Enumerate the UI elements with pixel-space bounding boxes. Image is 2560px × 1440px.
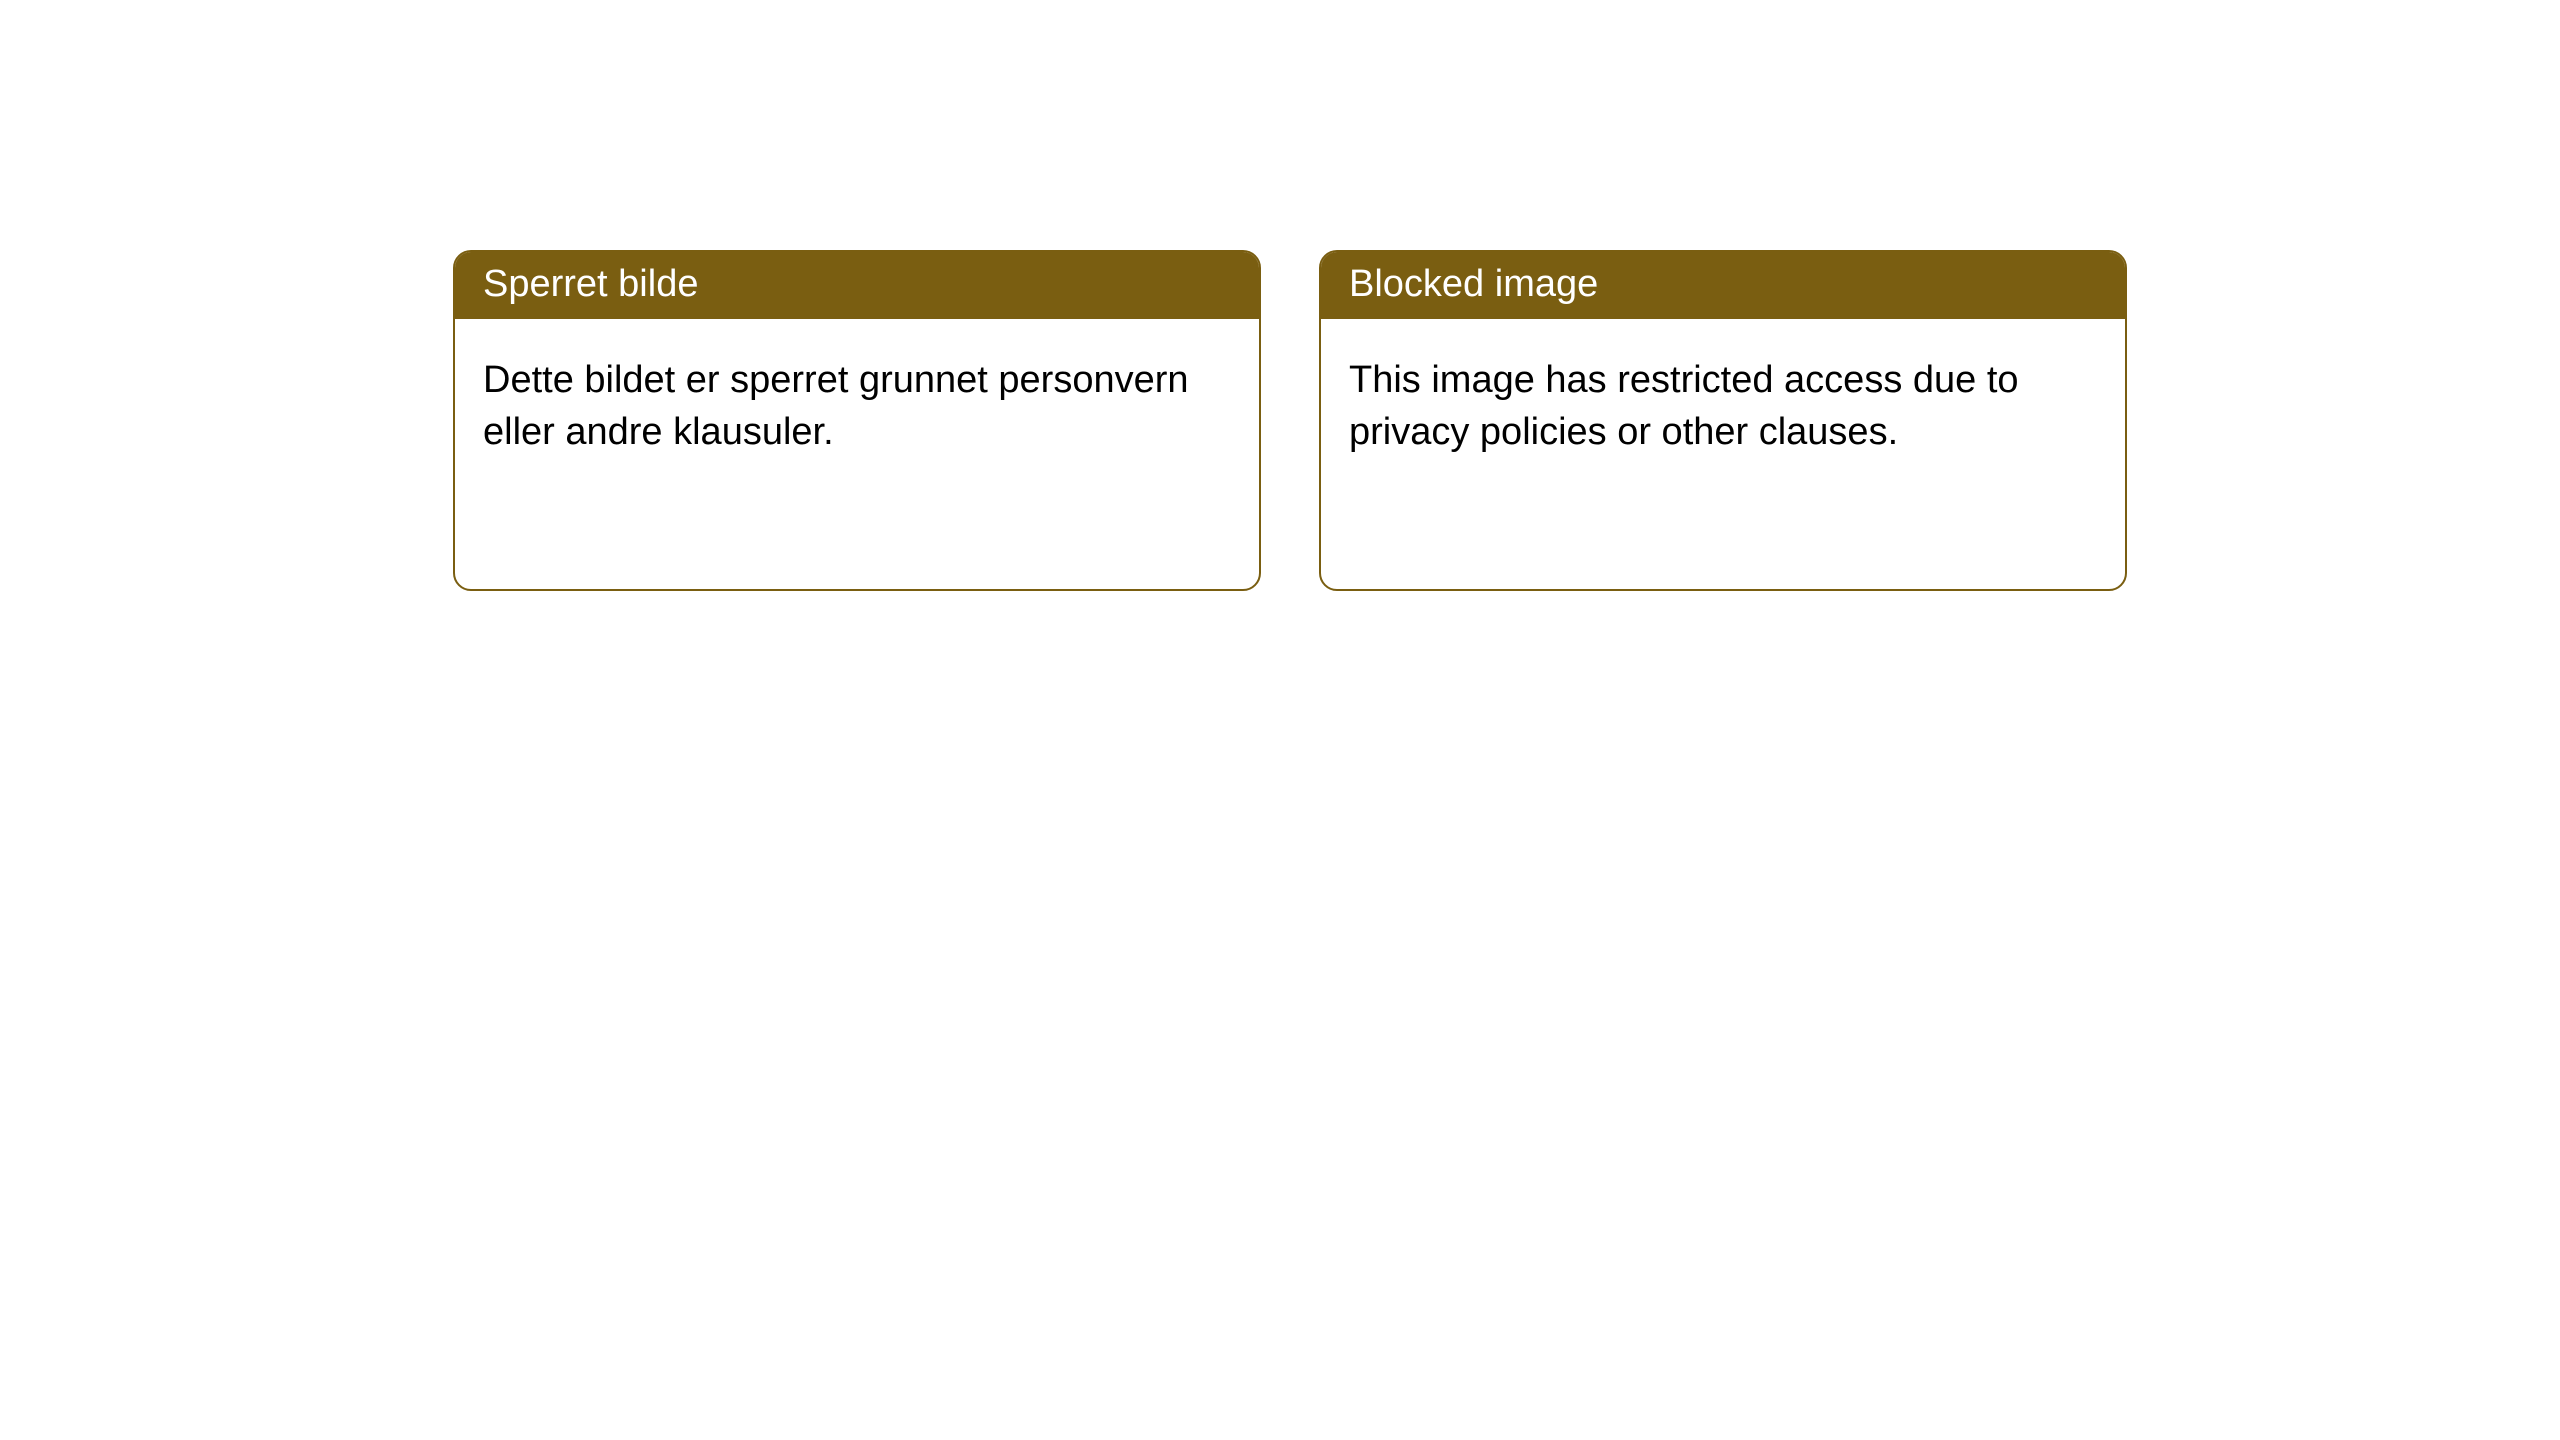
notice-box-norwegian: Sperret bilde Dette bildet er sperret gr… <box>453 250 1261 591</box>
notice-header: Sperret bilde <box>455 252 1259 319</box>
notice-box-english: Blocked image This image has restricted … <box>1319 250 2127 591</box>
notice-container: Sperret bilde Dette bildet er sperret gr… <box>453 250 2127 591</box>
notice-body: Dette bildet er sperret grunnet personve… <box>455 319 1259 589</box>
notice-header: Blocked image <box>1321 252 2125 319</box>
notice-body: This image has restricted access due to … <box>1321 319 2125 589</box>
